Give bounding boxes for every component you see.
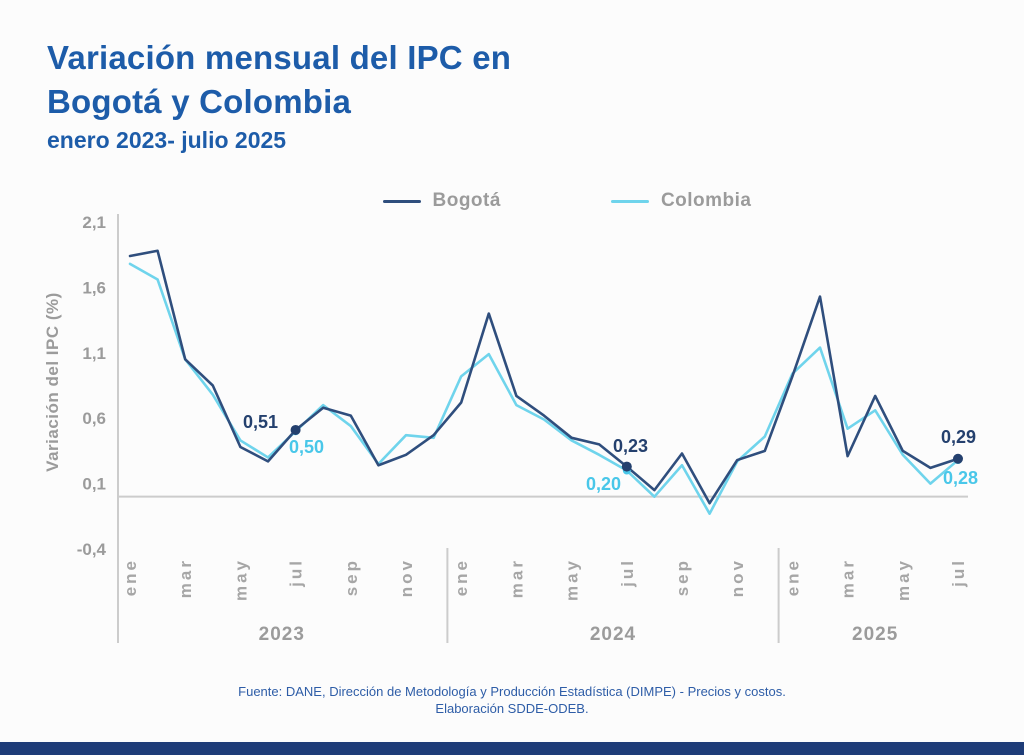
colombia-line-swatch (610, 199, 649, 203)
colombia-series-line (128, 262, 960, 515)
x-tick-label: mar (176, 558, 195, 598)
legend-item-bogota: Bogotá (382, 190, 501, 212)
x-tick-label: mar (839, 558, 858, 598)
data-point-bogota-jul-2024 (621, 461, 632, 472)
chart-subtitle: enero 2023- julio 2025 (47, 127, 287, 153)
chart-title-line1: Variación mensual del IPC en (47, 39, 512, 76)
chart-legend: Bogotá Colombia (110, 190, 1024, 212)
page-title: Variación mensual del IPC en Bogotá y Co… (47, 36, 511, 123)
footer-accent-bar (0, 742, 1024, 755)
x-tick-label: sep (673, 558, 692, 596)
year-label: 2024 (590, 624, 636, 645)
x-tick-label: ene (452, 558, 471, 596)
y-tick-label: 2,1 (82, 213, 106, 232)
y-tick-label: 0,1 (82, 475, 106, 494)
annotation-bogota-jul-2024: 0,23 (613, 436, 649, 456)
annotation-colombia-jul-2024: 0,20 (586, 474, 622, 494)
annotation-colombia-jul-2023: 0,50 (289, 437, 325, 457)
y-tick-label: 0,6 (82, 409, 106, 428)
x-tick-label: sep (342, 558, 361, 596)
annotation-bogota-jul-2025: 0,29 (941, 427, 977, 447)
bogota-line-swatch (382, 199, 421, 203)
year-label: 2025 (852, 624, 898, 645)
legend-label-bogota: Bogotá (432, 190, 501, 211)
source-note: Fuente: DANE, Dirección de Metodología y… (238, 684, 786, 699)
data-point-bogota-jul-2025 (953, 453, 963, 464)
annotation-colombia-jul-2025: 0,28 (943, 468, 979, 488)
x-tick-label: nov (728, 558, 747, 597)
data-point-bogota-jul-2023 (290, 424, 301, 435)
year-label: 2023 (259, 624, 305, 645)
x-tick-label: jul (949, 558, 968, 588)
legend-label-colombia: Colombia (660, 190, 752, 211)
y-tick-label: 1,1 (82, 344, 106, 363)
legend-item-colombia: Colombia (610, 190, 752, 212)
elaboration-note: Elaboración SDDE-ODEB. (435, 700, 589, 716)
x-tick-label: nov (397, 558, 416, 597)
annotation-bogota-jul-2023: 0,51 (243, 412, 279, 432)
x-tick-label: may (894, 558, 913, 601)
x-tick-label: may (231, 558, 250, 601)
x-tick-label: mar (507, 558, 526, 598)
x-tick-label: ene (783, 558, 802, 596)
x-tick-label: jul (618, 558, 637, 588)
x-tick-label: ene (121, 558, 140, 596)
source-footer: Fuente: DANE, Dirección de Metodología y… (0, 684, 1024, 718)
x-tick-label: may (563, 558, 582, 601)
x-tick-label: jul (287, 558, 306, 588)
bogota-series-line (128, 249, 960, 505)
chart-title-line2: Bogotá y Colombia (47, 82, 352, 120)
y-tick-label: 1,6 (82, 278, 106, 297)
y-tick-label: -0,4 (77, 540, 107, 559)
